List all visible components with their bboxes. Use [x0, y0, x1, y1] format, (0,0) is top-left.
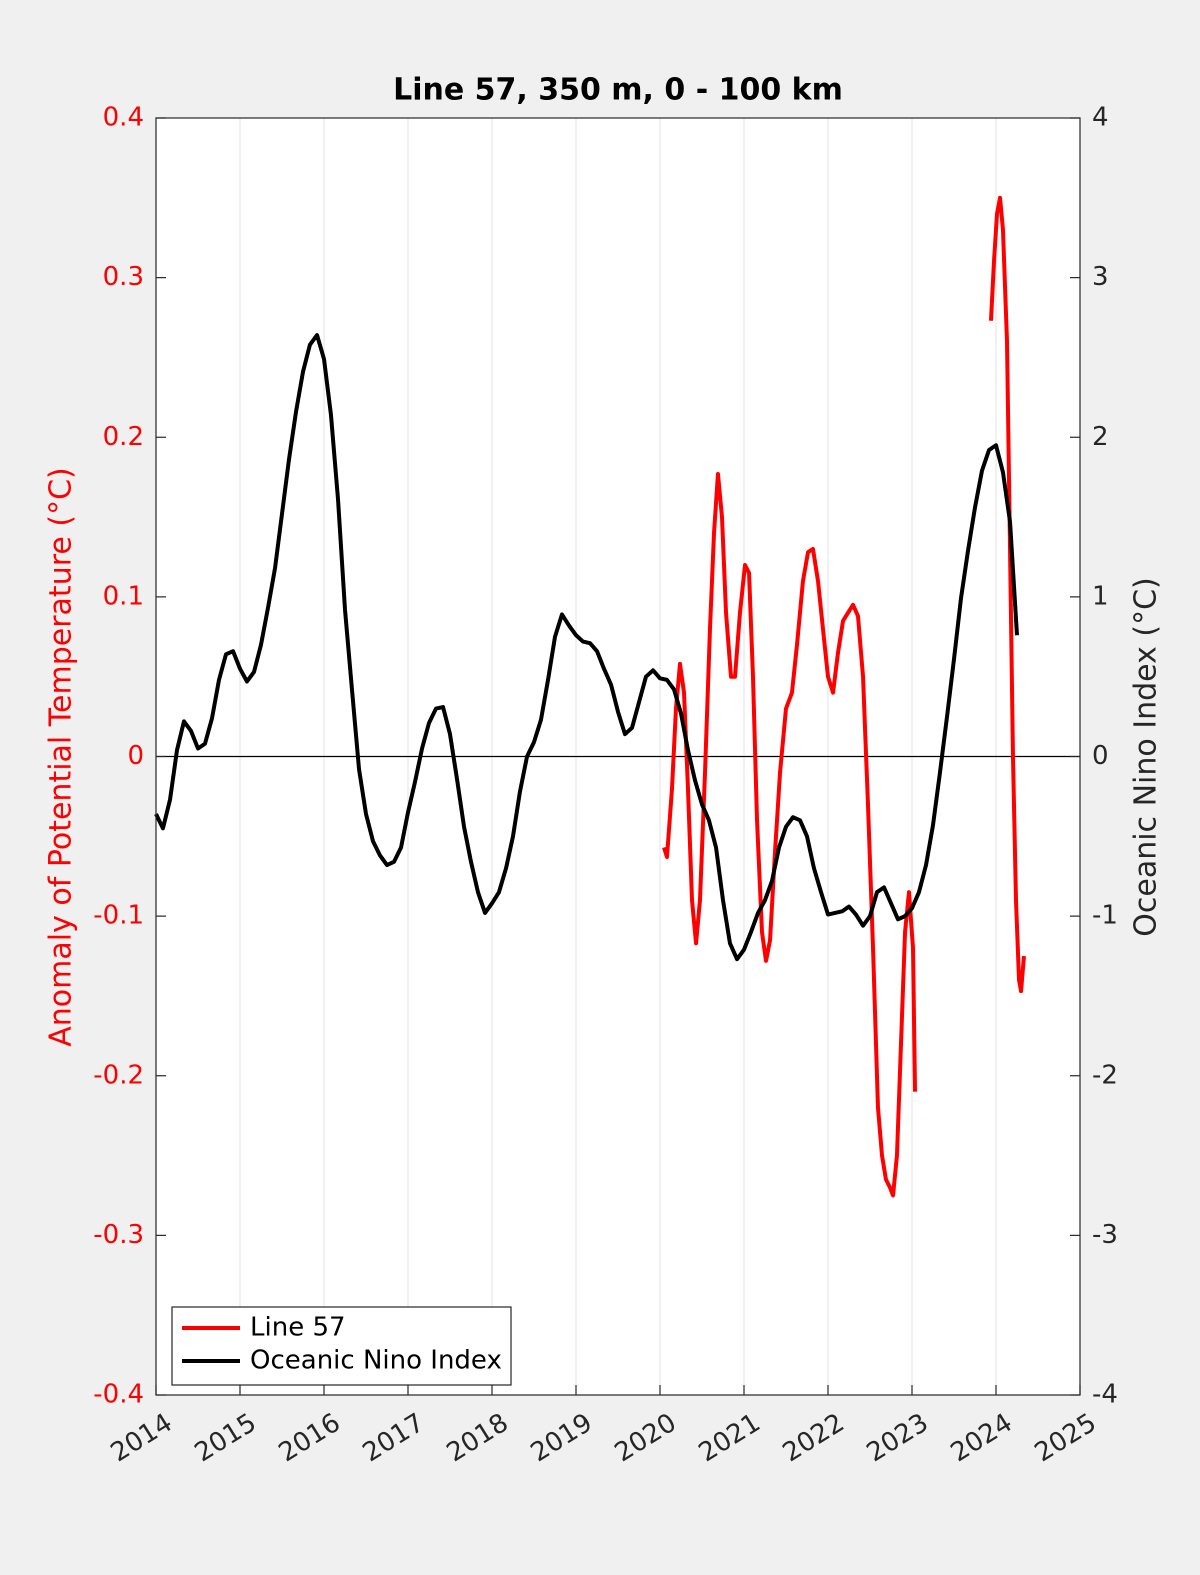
y-tick-label: 0.3	[103, 262, 144, 292]
chart-title: Line 57, 350 m, 0 - 100 km	[393, 73, 843, 108]
x-tick-label: 2019	[526, 1408, 598, 1469]
y2-tick-label: -3	[1092, 1220, 1118, 1250]
series-line	[154, 333, 1019, 962]
x-tick-label: 2021	[694, 1408, 766, 1469]
y2-tick-label: -1	[1092, 901, 1118, 931]
x-tick-label: 2018	[442, 1408, 514, 1469]
x-tick-label: 2016	[274, 1408, 346, 1469]
y-tick-label: 0	[127, 741, 144, 771]
y-axis-label: Anomaly of Potential Temperature (°C)	[44, 467, 79, 1046]
y-tick-label: -0.4	[93, 1380, 144, 1410]
y-tick-label: 0.1	[103, 581, 144, 611]
x-tick-label: 2024	[946, 1408, 1018, 1469]
legend-label: Oceanic Nino Index	[250, 1346, 502, 1376]
x-tick-label: 2014	[106, 1408, 178, 1469]
lines	[154, 195, 1080, 1198]
x-tick-label: 2017	[358, 1408, 430, 1469]
y-tick-label: 0.2	[103, 422, 144, 452]
series-line	[662, 195, 1026, 1198]
y2-tick-label: 2	[1092, 422, 1109, 452]
y2-tick-label: 0	[1092, 741, 1109, 771]
x-tick-label: 2015	[190, 1408, 262, 1469]
y-tick-label: 0.4	[103, 103, 144, 133]
y2-tick-label: -4	[1092, 1380, 1118, 1410]
y2-tick-label: 1	[1092, 581, 1109, 611]
x-tick-label: 2022	[778, 1408, 850, 1469]
y2-tick-label: 3	[1092, 262, 1109, 292]
y-tick-label: -0.3	[93, 1220, 144, 1250]
y-tick-label: -0.2	[93, 1060, 144, 1090]
x-tick-label: 2023	[862, 1408, 934, 1469]
y2-tick-label: -2	[1092, 1060, 1118, 1090]
x-tick-label: 2020	[610, 1408, 682, 1469]
x-tick-label: 2025	[1030, 1408, 1102, 1469]
legend-box	[171, 1306, 512, 1386]
y-tick-label: -0.1	[93, 901, 144, 931]
legend-label: Line 57	[250, 1313, 346, 1343]
y2-tick-label: 4	[1092, 103, 1109, 133]
y2-axis-label: Oceanic Nino Index (°C)	[1129, 577, 1164, 937]
